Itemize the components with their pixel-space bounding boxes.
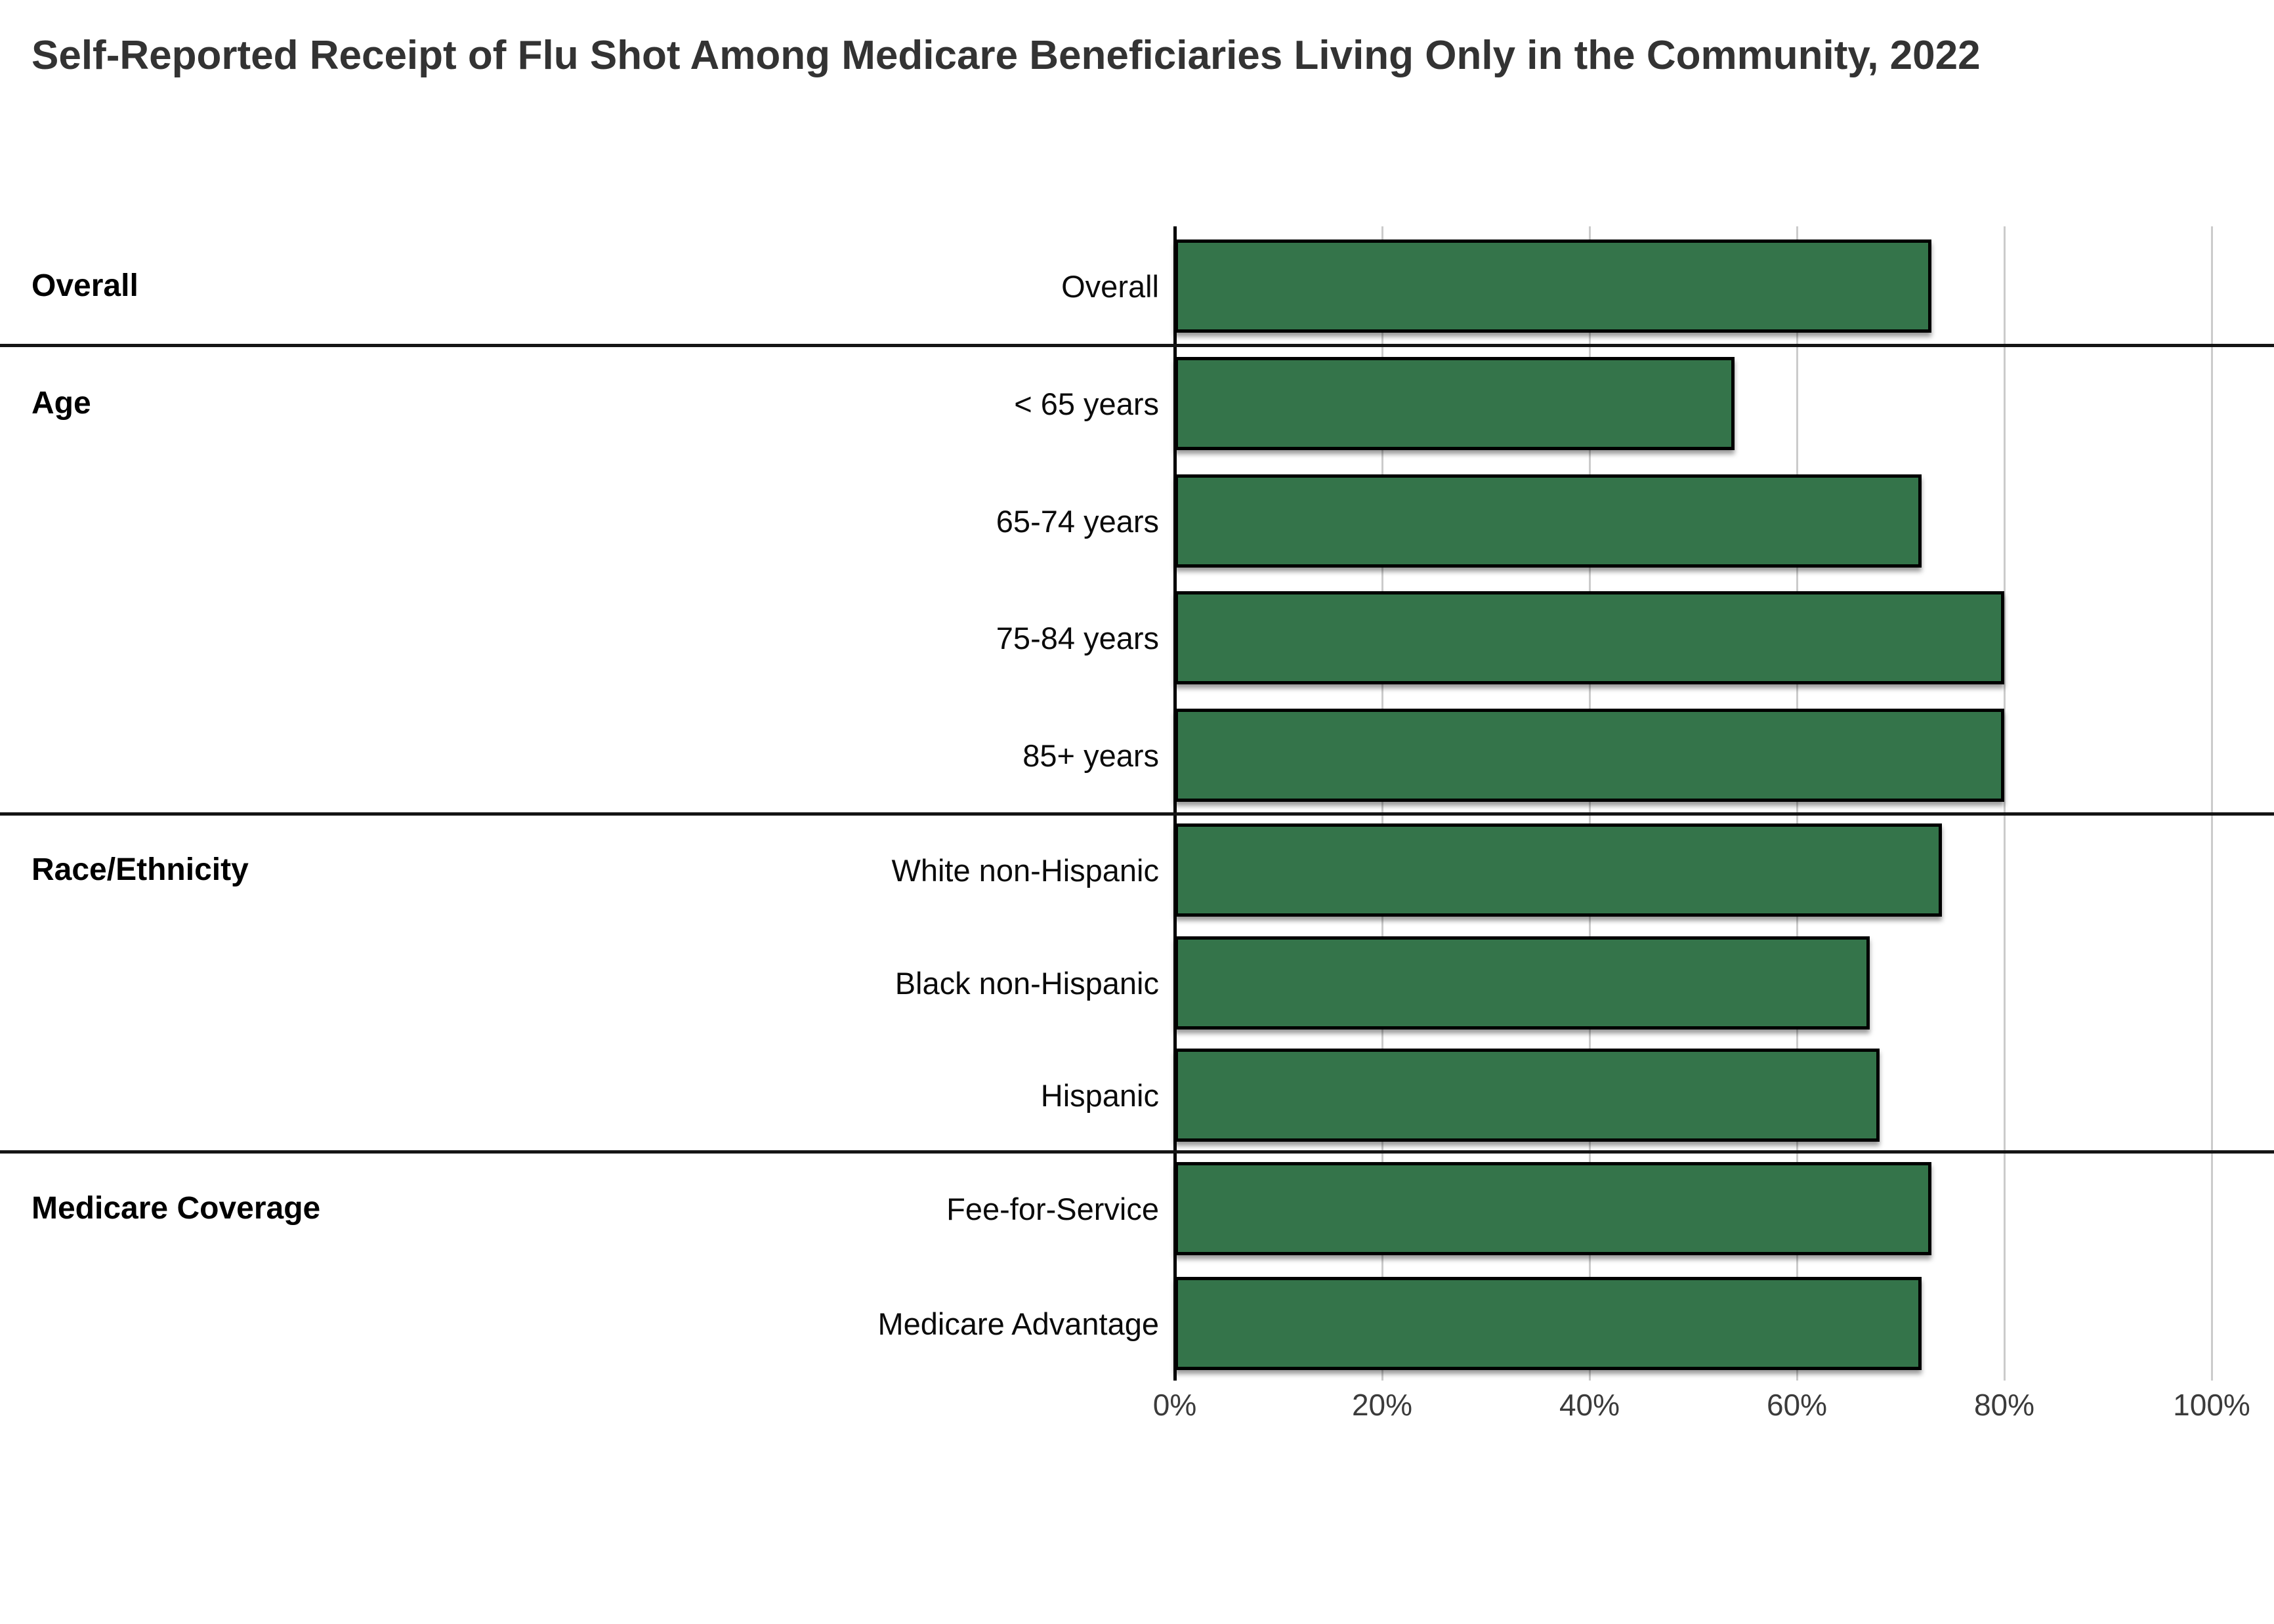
bar-65-years[interactable] xyxy=(1175,357,1735,451)
row-label-medicare-advantage: Medicare Advantage xyxy=(877,1306,1159,1341)
x-tick-label-80pct: 80% xyxy=(1973,1388,2035,1422)
gridline-80pct xyxy=(2003,226,2006,1381)
x-tick-label-20pct: 20% xyxy=(1351,1388,1413,1422)
row-label-white-non-hispanic: White non-Hispanic xyxy=(891,852,1159,888)
x-tick-label-40pct: 40% xyxy=(1559,1388,1620,1422)
row-label-85-years: 85+ years xyxy=(1022,738,1159,773)
x-tick-label-60pct: 60% xyxy=(1766,1388,1828,1422)
row-label-fee-for-service: Fee-for-Service xyxy=(946,1192,1159,1227)
group-label-overall: Overall xyxy=(32,268,138,303)
row-label-black-non-hispanic: Black non-Hispanic xyxy=(895,965,1159,1001)
group-label-medicare-coverage: Medicare Coverage xyxy=(32,1191,321,1226)
x-tick-label-100pct: 100% xyxy=(2173,1388,2250,1422)
chart-title: Self-Reported Receipt of Flu Shot Among … xyxy=(32,33,1981,78)
bar-overall[interactable] xyxy=(1175,239,1932,333)
group-separator-age xyxy=(0,344,2274,347)
bar-85-years[interactable] xyxy=(1175,708,2004,802)
row-label-overall: Overall xyxy=(1061,268,1159,304)
bar-fee-for-service[interactable] xyxy=(1175,1162,1932,1256)
row-label-hispanic: Hispanic xyxy=(1040,1078,1159,1114)
row-label-65-74-years: 65-74 years xyxy=(996,503,1159,539)
group-separator-medicare-coverage xyxy=(0,1150,2274,1154)
bar-white-non-hispanic[interactable] xyxy=(1175,823,1943,917)
gridline-40pct xyxy=(1588,226,1591,1381)
bar-hispanic[interactable] xyxy=(1175,1049,1880,1142)
row-label-75-84-years: 75-84 years xyxy=(996,621,1159,656)
gridline-100pct xyxy=(2210,226,2213,1381)
bar-75-84-years[interactable] xyxy=(1175,591,2004,685)
gridline-20pct xyxy=(1381,226,1383,1381)
group-separator-race-ethnicity xyxy=(0,812,2274,816)
group-label-age: Age xyxy=(32,386,91,421)
gridline-60pct xyxy=(1796,226,1798,1381)
group-label-race-ethnicity: Race/Ethnicity xyxy=(32,852,249,887)
bar-65-74-years[interactable] xyxy=(1175,474,1922,568)
bar-black-non-hispanic[interactable] xyxy=(1175,936,1870,1030)
bar-medicare-advantage[interactable] xyxy=(1175,1276,1922,1370)
x-tick-label-0pct: 0% xyxy=(1152,1388,1197,1422)
y-axis-line xyxy=(1173,226,1177,1381)
row-label-65-years: < 65 years xyxy=(1014,386,1159,422)
